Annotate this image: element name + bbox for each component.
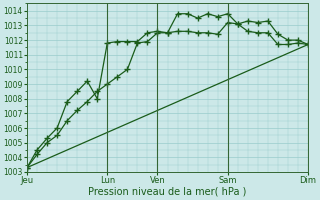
- X-axis label: Pression niveau de la mer( hPa ): Pression niveau de la mer( hPa ): [88, 187, 247, 197]
